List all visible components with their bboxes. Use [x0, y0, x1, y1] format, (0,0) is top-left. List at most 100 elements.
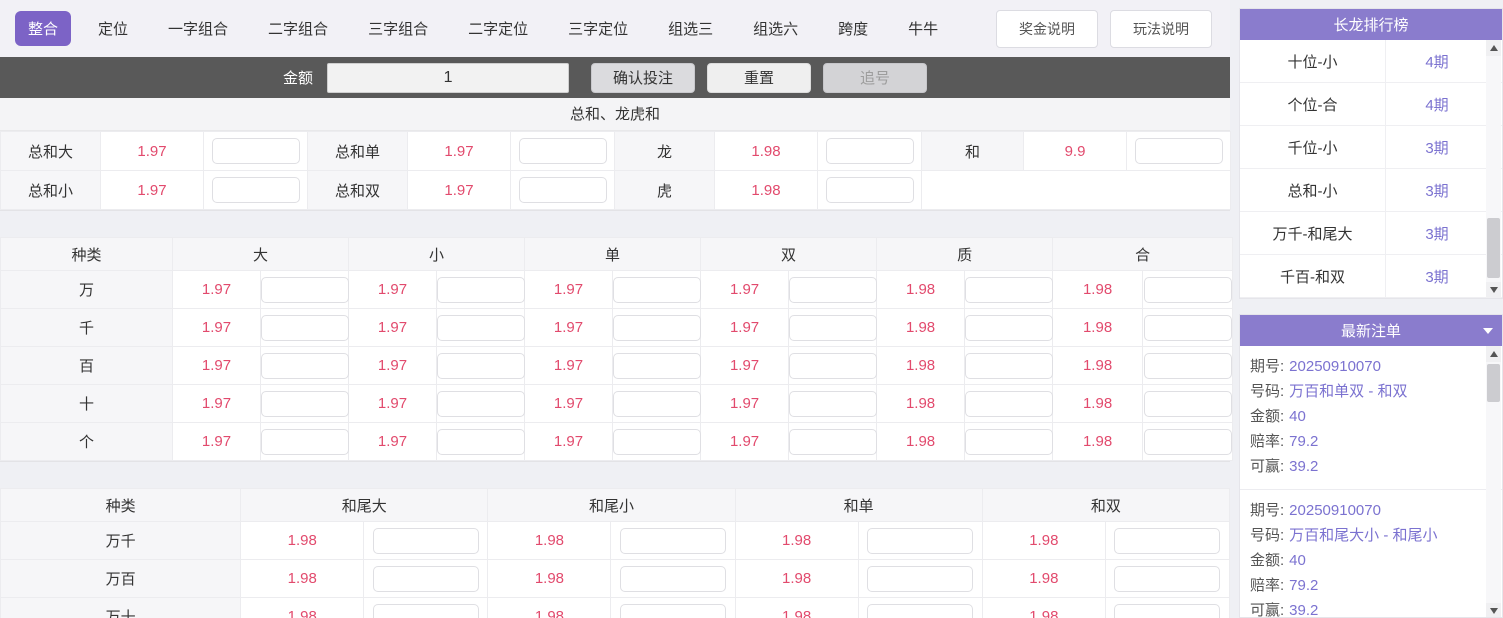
dragon-rank-label: 个位-合	[1240, 83, 1386, 125]
confirm-bet-button[interactable]: 确认投注	[591, 62, 696, 93]
bet-amount-input[interactable]	[620, 603, 727, 618]
rules-info-button[interactable]: 玩法说明	[1110, 9, 1212, 48]
bet-option-label: 总和单	[307, 131, 408, 171]
bet-amount-input[interactable]	[789, 276, 878, 303]
bet-amount-input[interactable]	[261, 390, 349, 417]
nav-tab[interactable]: 组选六	[753, 21, 799, 38]
bet-amount-input[interactable]	[437, 276, 526, 303]
bet-amount-input[interactable]	[1143, 352, 1232, 379]
bet-amount-input[interactable]	[211, 138, 300, 164]
bet-amount-input[interactable]	[965, 390, 1054, 417]
bet-amount-input[interactable]	[825, 138, 914, 164]
bet-amount-input[interactable]	[1143, 276, 1232, 303]
scrollbar-down-button[interactable]	[1486, 282, 1501, 298]
bet-amount-input[interactable]	[965, 428, 1054, 455]
bet-input-cell	[964, 270, 1054, 309]
nav-tab[interactable]: 组选三	[668, 21, 714, 38]
bet-amount-input[interactable]	[1114, 527, 1221, 554]
bet-input-cell	[788, 308, 878, 347]
sum-dragon-tiger-table: 总和大 1.97 总和单 1.97 龙 1.98 和 9.9 总和小 1.97 …	[0, 131, 1231, 210]
bet-amount-input[interactable]	[261, 428, 349, 455]
bet-amount-input[interactable]	[261, 314, 349, 341]
bet-amount-input[interactable]	[965, 352, 1054, 379]
bet-amount-input[interactable]	[620, 565, 727, 592]
amount-input[interactable]	[327, 62, 570, 93]
bet-amount-input[interactable]	[789, 390, 878, 417]
nav-tab[interactable]: 定位	[98, 21, 129, 38]
bet-amount-input[interactable]	[1143, 314, 1232, 341]
bet-amount-input[interactable]	[825, 177, 914, 203]
bet-amount-input[interactable]	[437, 428, 526, 455]
bet-input-cell	[1104, 521, 1231, 560]
dragon-rank-row: 千位-小 3期	[1240, 126, 1502, 169]
scrollbar-thumb[interactable]	[1487, 218, 1500, 278]
bet-amount-input[interactable]	[372, 527, 479, 554]
bet-amount-input[interactable]	[1114, 565, 1221, 592]
bet-input-cell	[259, 422, 350, 461]
order-number-label: 号码:	[1250, 383, 1285, 400]
scrollbar-up-button[interactable]	[1486, 346, 1501, 362]
scrollbar-track[interactable]	[1486, 40, 1501, 298]
nav-tab[interactable]: 二字组合	[268, 21, 329, 38]
table-row: 万 1.97 1.97 1.97 1.97 1.98 1.98	[0, 270, 1234, 309]
prize-info-button[interactable]: 奖金说明	[996, 9, 1098, 48]
dragon-rank-label: 总和-小	[1240, 169, 1386, 211]
bet-input-cell	[1126, 131, 1231, 171]
bet-amount-input[interactable]	[867, 603, 974, 618]
bet-amount-input[interactable]	[261, 352, 349, 379]
nav-tab[interactable]: 三字组合	[368, 21, 429, 38]
bet-amount-input[interactable]	[1143, 428, 1232, 455]
bet-amount-input[interactable]	[789, 428, 878, 455]
bet-amount-input[interactable]	[1134, 138, 1223, 164]
bet-amount-input[interactable]	[518, 138, 607, 164]
bet-amount-input[interactable]	[613, 428, 702, 455]
scrollbar-up-button[interactable]	[1486, 40, 1501, 56]
bet-amount-input[interactable]	[789, 314, 878, 341]
bet-amount-input[interactable]	[789, 352, 878, 379]
bet-input-cell	[1104, 559, 1231, 598]
nav-tab[interactable]: 一字组合	[168, 21, 229, 38]
bet-amount-input[interactable]	[613, 276, 702, 303]
nav-tab[interactable]: 整合	[15, 11, 72, 46]
bet-amount-input[interactable]	[620, 527, 727, 554]
bet-amount-input[interactable]	[211, 177, 300, 203]
dragon-rank-label: 千百-和双	[1240, 255, 1386, 297]
bet-amount-input[interactable]	[437, 314, 526, 341]
bet-input-cell	[964, 308, 1054, 347]
reset-button[interactable]: 重置	[707, 62, 812, 93]
bet-amount-input[interactable]	[867, 527, 974, 554]
order-entry: 期号: 20250910070 号码: 万百和尾大小 - 和尾小 金额: 40 赔率:…	[1240, 490, 1502, 617]
bet-amount-input[interactable]	[437, 390, 526, 417]
bet-amount-input[interactable]	[372, 603, 479, 618]
bet-amount-input[interactable]	[261, 276, 349, 303]
nav-tab[interactable]: 二字定位	[468, 21, 529, 38]
bet-amount-input[interactable]	[437, 352, 526, 379]
scrollbar-thumb[interactable]	[1487, 364, 1500, 402]
bet-input-cell	[857, 597, 983, 618]
bet-amount-input[interactable]	[518, 177, 607, 203]
bet-amount-input[interactable]	[372, 565, 479, 592]
bet-amount-input[interactable]	[867, 565, 974, 592]
scrollbar-down-button[interactable]	[1486, 603, 1501, 617]
collapse-panel-icon[interactable]	[1483, 328, 1493, 334]
bet-input-cell	[964, 422, 1054, 461]
bet-option-label: 龙	[614, 131, 715, 171]
odds-value: 1.98	[1052, 384, 1144, 423]
bet-amount-input[interactable]	[1143, 390, 1232, 417]
odds-value: 1.97	[348, 384, 438, 423]
nav-tab[interactable]: 牛牛	[908, 21, 939, 38]
bet-amount-input[interactable]	[1114, 603, 1221, 618]
bet-amount-input[interactable]	[613, 390, 702, 417]
order-odds-label: 赔率:	[1250, 433, 1285, 450]
bet-amount-input[interactable]	[613, 352, 702, 379]
scrollbar-track[interactable]	[1486, 346, 1501, 617]
nav-tab[interactable]: 三字定位	[568, 21, 629, 38]
chase-number-button[interactable]: 追号	[823, 62, 928, 93]
bet-amount-input[interactable]	[965, 314, 1054, 341]
bet-amount-input[interactable]	[965, 276, 1054, 303]
odds-value: 1.97	[524, 384, 614, 423]
nav-tab[interactable]: 跨度	[838, 21, 869, 38]
bet-amount-input[interactable]	[613, 314, 702, 341]
table-header-row: 种类 大 小 单 双 质 合	[0, 237, 1234, 271]
odds-value: 1.97	[348, 346, 438, 385]
